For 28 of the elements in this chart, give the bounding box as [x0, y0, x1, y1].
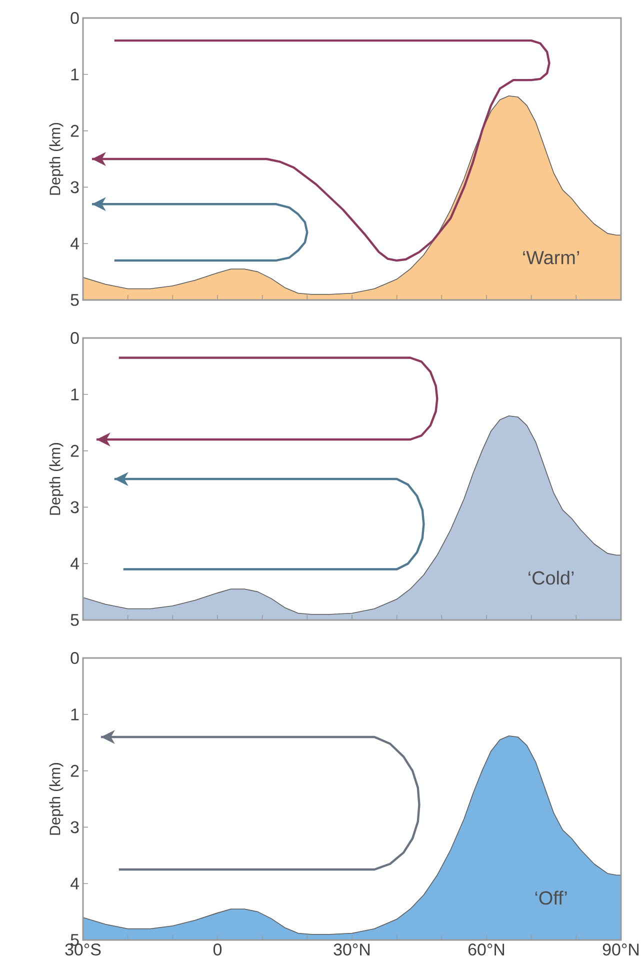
y-axis-title: Depth (km): [49, 763, 64, 835]
y-tick-label: 2: [70, 444, 79, 457]
y-axis-title: Depth (km): [49, 123, 64, 195]
annotation: ‘Cold’: [528, 570, 574, 585]
y-tick-label: 4: [70, 238, 79, 250]
y-tick-label: 1: [71, 708, 79, 720]
y-tick-label: 1: [71, 388, 79, 400]
x-tick-label: 30°S: [65, 944, 101, 956]
x-tick-label: 30°N: [334, 944, 370, 956]
y-tick-label: 4: [70, 558, 79, 570]
y-tick-label: 2: [70, 764, 79, 777]
y-tick-label: 3: [70, 501, 79, 514]
y-tick-label: 1: [71, 68, 79, 80]
annotation: ‘Off’: [535, 890, 567, 905]
y-tick-label: 0: [70, 332, 79, 344]
y-tick-label: 3: [70, 181, 79, 194]
x-tick-label: 90°N: [602, 944, 639, 956]
y-tick-label: 4: [70, 878, 79, 890]
y-tick-label: 5: [70, 614, 79, 626]
y-axis-title: Depth (km): [49, 443, 64, 515]
y-tick-label: 0: [70, 12, 79, 24]
y-tick-label: 5: [70, 294, 79, 306]
y-tick-label: 3: [70, 821, 79, 834]
x-tick-label: 60°N: [468, 944, 504, 956]
y-tick-label: 0: [70, 652, 79, 664]
y-tick-label: 2: [70, 124, 79, 137]
x-tick-label: 0: [213, 944, 222, 956]
annotation: ‘Warm’: [523, 251, 579, 264]
